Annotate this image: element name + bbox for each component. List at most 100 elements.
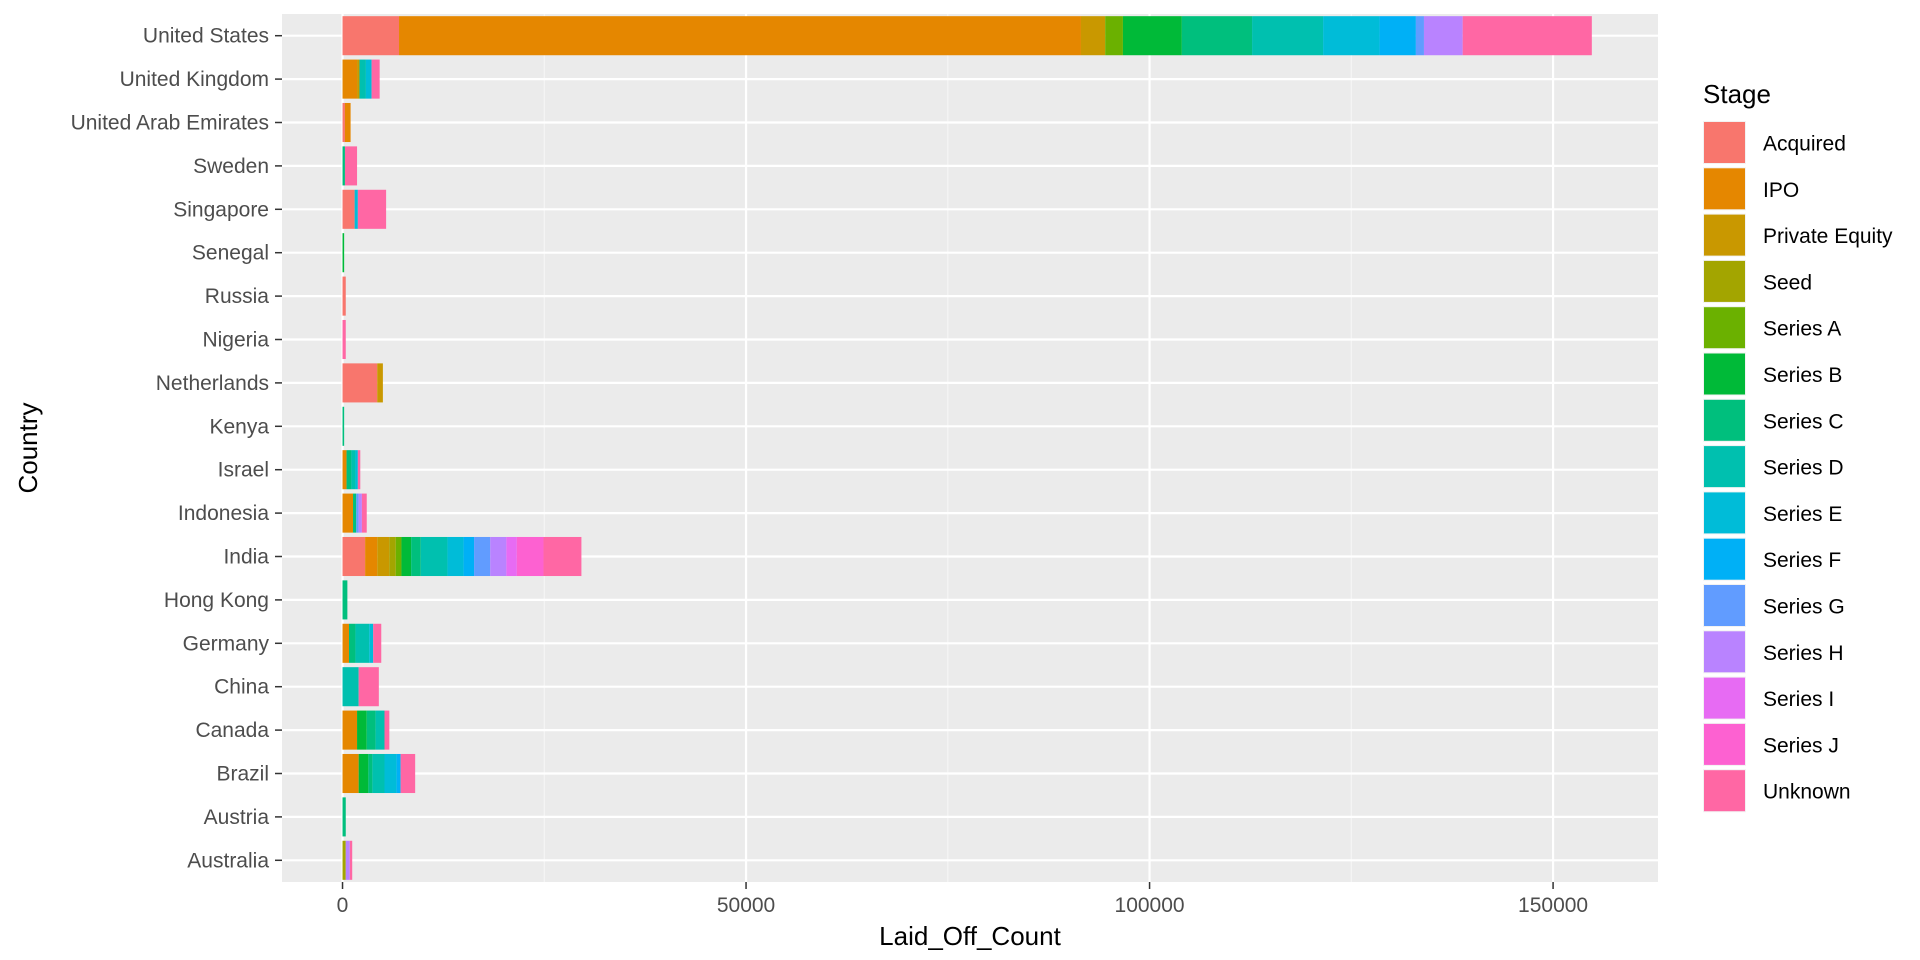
legend-swatch-series-c [1704,399,1745,441]
bar-indonesia-ipo [342,493,354,533]
bar-israel-series-e [355,450,358,490]
legend-label-series-c: Series C [1763,410,1844,433]
x-tick-label: 50000 [717,894,775,917]
legend-label-series-d: Series D [1763,457,1844,480]
bar-united-states-series-h [1423,16,1463,56]
bar-united-states-series-b [1122,16,1182,56]
gridlines [282,14,1658,882]
bar-india-private-equity [377,536,390,577]
y-tick-label: Austria [204,806,270,829]
bar-brazil-ipo [342,753,359,794]
legend-swatch-private-equity [1704,214,1745,256]
bar-germany-series-c [348,623,356,663]
legend-swatch-unknown [1704,770,1745,812]
bar-india-series-g [474,536,491,577]
bar-australia-series-h [345,840,350,880]
bar-india-series-f [463,536,475,577]
y-tick-label: Israel [218,459,269,482]
bar-senegal-series-b [342,233,345,273]
legend-label-series-a: Series A [1763,318,1841,341]
bar-united-states-series-g [1415,16,1424,56]
legend-label-unknown: Unknown [1763,781,1851,804]
y-tick-label: Hong Kong [164,589,269,612]
y-tick-label: Sweden [193,155,269,178]
legend-swatch-series-h [1704,631,1745,673]
bar-nigeria-unknown [342,319,346,360]
bar-israel-series-c [346,450,352,490]
bar-germany-series-d [355,623,370,663]
legend-label-series-j: Series J [1763,734,1839,757]
bar-united-states-series-f [1379,16,1416,56]
bar-indonesia-unknown [361,493,367,533]
bar-brazil-series-f [396,753,401,794]
bar-united-states-series-a [1105,16,1123,56]
bar-indonesia-series-g [356,493,359,533]
legend-swatch-series-g [1704,585,1745,626]
bar-united-kingdom-ipo [342,59,358,99]
y-axis: United States United Kingdom United Arab E… [71,25,282,872]
y-tick-label: Kenya [209,415,269,438]
bar-brazil-series-c [368,753,373,794]
bar-china-unknown [358,667,379,707]
bar-united-states-series-e [1323,16,1380,56]
bar-united-kingdom-private-equity [357,59,360,99]
bar-indonesia-series-h [358,493,362,533]
bar-india-series-c [411,536,421,577]
bar-australia-seed [342,840,346,880]
bar-united-kingdom-series-e [365,59,372,99]
bar-canada-unknown [384,710,390,750]
bar-netherlands-acquired [342,363,378,403]
bar-israel-unknown [357,450,361,490]
legend-label-ipo: IPO [1763,179,1799,202]
bar-singapore-unknown [357,189,387,229]
bar-india-seed [389,536,396,577]
bar-united-states-acquired [342,16,400,56]
y-tick-label: Russia [205,285,270,308]
bar-hong-kong-series-c [342,580,348,620]
bar-india-series-d [420,536,448,577]
y-tick-label: Netherlands [156,372,269,395]
bar-united-states-private-equity [1080,16,1106,56]
bar-brazil-series-e [384,753,397,794]
bar-india-series-j [516,536,544,577]
legend-swatch-seed [1704,260,1745,302]
y-tick-label: Germany [183,632,270,655]
y-axis-title: Country [13,402,43,493]
legend-title: Stage [1703,79,1771,109]
legend-label-series-h: Series H [1763,642,1844,665]
legend-swatch-series-e [1704,492,1745,534]
y-tick-label: Senegal [192,242,269,265]
bar-india-acquired [342,536,366,577]
y-tick-label: China [214,676,269,699]
y-tick-label: Indonesia [178,502,269,525]
bar-united-kingdom-unknown [371,59,380,99]
bar-india-series-a [395,536,402,577]
bar-russia-acquired [342,276,346,316]
y-tick-label: India [223,546,269,569]
bar-canada-series-b [357,710,367,750]
legend-swatch-acquired [1704,122,1745,163]
bar-united-kingdom-series-d [359,59,366,99]
bar-china-series-d [342,667,359,707]
y-tick-label: Brazil [216,763,269,786]
bar-india-series-i [506,536,517,577]
y-tick-label: Nigeria [202,329,269,352]
legend-items: Acquired IPO Private Equity Seed Series A Ser… [1703,121,1893,813]
bar-brazil-series-d [372,753,385,794]
x-tick-label: 0 [337,894,349,917]
bar-singapore-acquired [342,189,355,229]
legend-swatch-series-i [1704,677,1745,719]
bar-india-series-h [490,536,507,577]
bar-germany-ipo [342,623,349,663]
x-tick-label: 100000 [1115,894,1185,917]
bar-united-states-unknown [1462,16,1592,56]
plot-panel [282,14,1658,882]
bar-india-unknown [543,536,582,577]
bar-united-arab-emirates-ipo [344,102,351,143]
x-axis: 0 50000 100000 150000 [337,882,1588,917]
y-tick-label: United States [143,25,269,48]
bar-canada-series-d [375,710,385,750]
bar-sweden-unknown [344,146,358,186]
bar-israel-ipo [342,450,347,490]
